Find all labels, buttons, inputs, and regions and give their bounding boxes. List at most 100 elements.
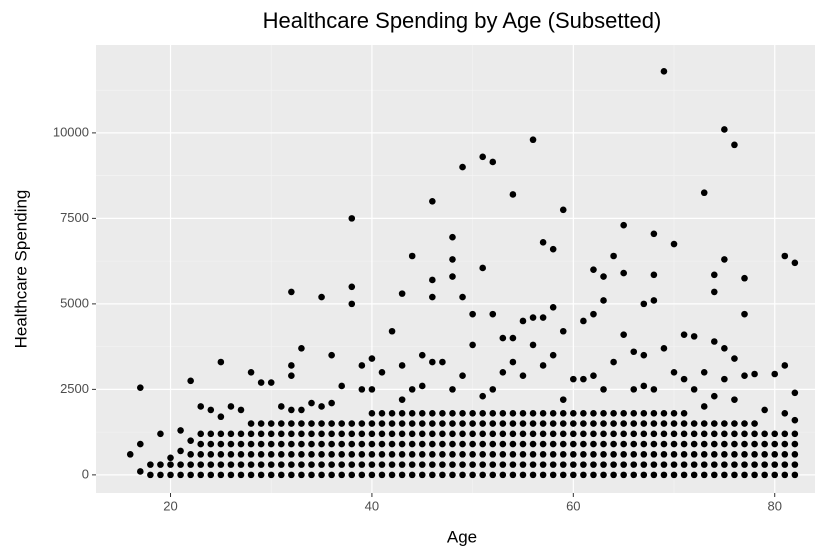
point [529,451,537,458]
point [187,451,194,458]
point [429,461,436,468]
point [257,430,265,438]
chart-title: Healthcare Spending by Age (Subsetted) [263,8,662,33]
point [549,351,557,359]
point [298,471,305,479]
point [559,451,567,458]
point [721,451,728,458]
point [247,461,255,468]
point [690,333,698,340]
point [469,451,476,458]
point [459,420,466,427]
point [771,471,779,479]
point [237,440,245,448]
point [429,197,436,205]
point [388,451,396,458]
x-tick-label: 40 [365,498,379,513]
point [469,410,476,417]
point [187,461,194,468]
point [781,410,789,417]
point [690,440,698,448]
point [650,471,658,479]
point [731,141,738,149]
point [580,451,587,458]
point [630,471,638,479]
point [247,420,255,427]
point [570,410,577,417]
point [429,440,436,448]
point [620,420,627,427]
point [700,440,708,448]
point [741,310,748,318]
point [318,440,325,448]
point [378,430,386,438]
point [590,440,597,448]
point [207,430,215,438]
point [187,377,194,385]
point [499,440,507,448]
point [288,451,295,458]
point [378,461,386,468]
point [559,461,567,468]
point [318,430,325,438]
point [469,471,476,479]
point [731,440,738,448]
point [700,420,708,427]
point [328,351,335,359]
point [519,451,527,458]
point [670,420,678,427]
point [338,440,346,448]
point [167,471,174,479]
point [157,430,164,438]
point [519,410,527,417]
point [761,461,768,468]
point [298,420,305,427]
point [348,215,356,222]
point [207,451,215,458]
point [398,440,406,448]
point [298,345,305,352]
point [288,420,295,427]
point [630,348,638,356]
point [610,461,617,468]
point [610,440,617,448]
point [680,331,688,338]
point [308,399,315,407]
point [549,440,557,448]
y-tick-label: 0 [82,466,89,481]
point [751,461,758,468]
point [388,410,396,417]
point [529,461,537,468]
point [731,471,738,479]
point [771,440,779,448]
point [429,410,436,417]
point [509,410,517,417]
point [630,420,638,427]
point [217,451,225,458]
point [660,68,668,75]
point [469,430,476,438]
point [670,410,678,417]
point [781,430,789,438]
point [288,440,295,448]
point [700,451,708,458]
point [459,372,466,379]
point [328,430,335,438]
point [640,461,648,468]
point [308,471,315,479]
point [650,230,658,238]
x-tick-label: 20 [163,498,177,513]
point [197,440,205,448]
point [217,471,225,479]
point [650,430,658,438]
point [620,410,627,417]
point [529,471,537,479]
point [479,264,486,272]
point [710,338,718,345]
point [519,440,527,448]
point [408,471,416,479]
point [328,420,335,427]
point [288,362,295,369]
point [580,430,587,438]
